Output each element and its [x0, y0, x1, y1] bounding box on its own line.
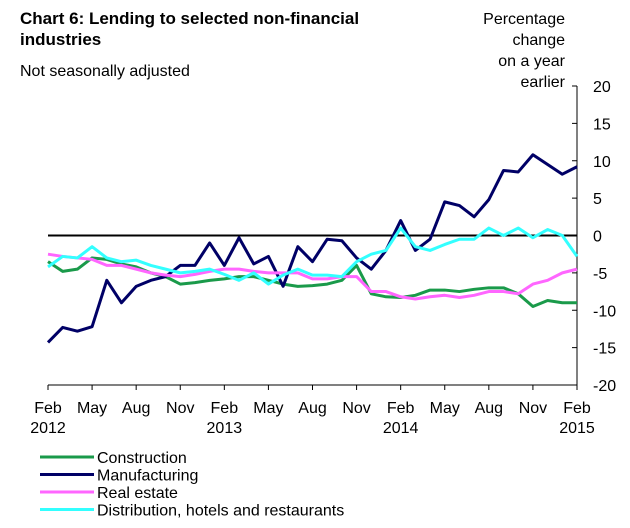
y-axis-label: on a year [498, 53, 565, 70]
y-tick-label: -5 [593, 266, 607, 283]
y-axis-label: change [513, 32, 566, 49]
series-line [46, 153, 578, 344]
legend-label: Real estate [97, 485, 178, 502]
legend-label: Distribution, hotels and restaurants [97, 503, 344, 520]
x-tick-label: Feb [211, 400, 239, 417]
x-tick-label: Nov [166, 400, 194, 417]
y-tick-label: 10 [593, 154, 611, 171]
x-year-label: 2013 [207, 420, 243, 437]
y-tick-label: -10 [593, 303, 616, 320]
chart-title: industries [20, 30, 101, 49]
series-line [47, 252, 578, 301]
legend-label: Construction [97, 450, 187, 467]
y-tick-label: 5 [593, 191, 602, 208]
y-axis-label: Percentage [483, 11, 565, 28]
x-year-label: 2012 [30, 420, 66, 437]
x-tick-label: Feb [387, 400, 415, 417]
x-year-label: 2015 [559, 420, 595, 437]
x-tick-label: Aug [298, 400, 326, 417]
series-line [47, 256, 577, 309]
y-tick-label: -20 [593, 378, 616, 395]
x-tick-label: Feb [34, 400, 62, 417]
chart-title: Chart 6: Lending to selected non-financi… [20, 9, 359, 28]
x-tick-label: May [253, 400, 283, 417]
x-tick-label: May [77, 400, 107, 417]
y-axis-label: earlier [521, 74, 566, 91]
y-tick-label: 15 [593, 116, 611, 133]
legend-label: Manufacturing [97, 468, 198, 485]
x-tick-label: May [430, 400, 460, 417]
y-tick-label: 0 [593, 229, 602, 246]
x-tick-label: Aug [122, 400, 150, 417]
y-tick-label: 20 [593, 79, 611, 96]
x-tick-label: Feb [563, 400, 591, 417]
x-tick-label: Nov [519, 400, 547, 417]
x-year-label: 2014 [383, 420, 419, 437]
x-tick-label: Nov [342, 400, 370, 417]
chart-subtitle: Not seasonally adjusted [20, 63, 190, 80]
y-tick-label: -15 [593, 341, 616, 358]
series-line [47, 226, 579, 286]
x-tick-label: Aug [475, 400, 503, 417]
